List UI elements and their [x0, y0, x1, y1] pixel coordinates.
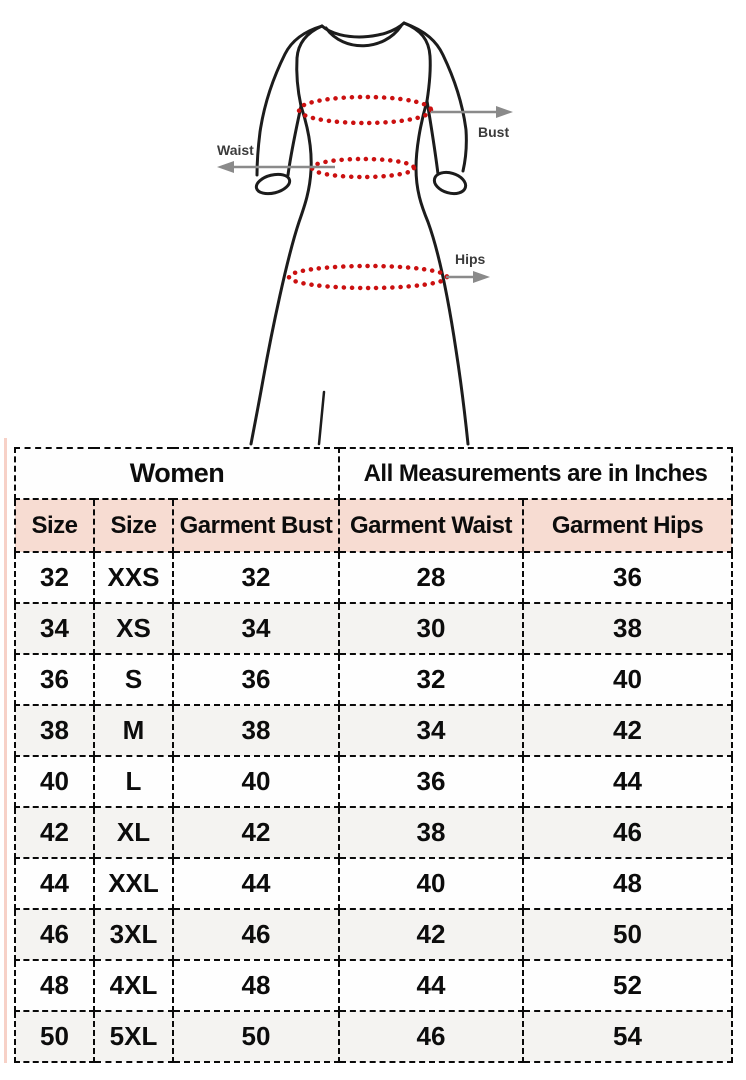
hips-arrow-head [473, 271, 490, 283]
table-cell: 38 [172, 704, 340, 757]
table-cell: 44 [172, 857, 340, 910]
table-cell: M [93, 704, 174, 757]
table-cell: XXS [93, 551, 174, 604]
column-header: Size [93, 498, 174, 553]
table-cell: 34 [172, 602, 340, 655]
table-cell: 38 [338, 806, 524, 859]
women-group-header: Women [14, 447, 340, 500]
table-cell: 28 [338, 551, 524, 604]
table-cell: 42 [338, 908, 524, 961]
size-chart-body: 32 XXS 32 28 36 34 XS 34 30 38 36 S 36 32 40 38 M 38 34 42 4… [14, 551, 733, 1063]
table-cell: 3XL [93, 908, 174, 961]
table-row: 38 M 38 34 42 [14, 704, 733, 757]
column-header: Garment Hips [522, 498, 733, 553]
table-cell: 40 [522, 653, 733, 706]
column-header-row: Size Size Garment Bust Garment Waist Garment… [14, 498, 733, 553]
table-cell: XS [93, 602, 174, 655]
measurements-note-header: All Measurements are in Inches [338, 447, 733, 500]
table-row: 40 L 40 36 44 [14, 755, 733, 808]
left-armhole-seam [295, 24, 324, 108]
table-cell: 36 [172, 653, 340, 706]
left-body-seam [249, 104, 313, 446]
table-cell: S [93, 653, 174, 706]
table-cell: 50 [172, 1010, 340, 1063]
column-header: Garment Bust [172, 498, 340, 553]
table-cell: 36 [338, 755, 524, 808]
group-header-row: Women All Measurements are in Inches [14, 447, 733, 500]
dress-outline [249, 21, 470, 446]
table-cell: 38 [14, 704, 95, 757]
table-cell: 38 [522, 602, 733, 655]
table-row: 42 XL 42 38 46 [14, 806, 733, 859]
bust-label: Bust [478, 124, 509, 140]
right-body-seam [414, 99, 470, 446]
table-cell: 4XL [93, 959, 174, 1012]
table-row: 50 5XL 50 46 54 [14, 1010, 733, 1063]
table-cell: 44 [522, 755, 733, 808]
column-header: Garment Waist [338, 498, 524, 553]
table-cell: L [93, 755, 174, 808]
table-cell: 36 [14, 653, 95, 706]
table-cell: 42 [14, 806, 95, 859]
hips-label: Hips [455, 251, 486, 267]
hips-measure-ellipse [286, 263, 450, 291]
table-cell: 48 [14, 959, 95, 1012]
table-cell: 5XL [93, 1010, 174, 1063]
table-cell: 40 [172, 755, 340, 808]
table-cell: 46 [522, 806, 733, 859]
table-cell: 32 [338, 653, 524, 706]
table-cell: 30 [338, 602, 524, 655]
table-cell: 46 [172, 908, 340, 961]
table-row: 36 S 36 32 40 [14, 653, 733, 706]
table-cell: 32 [172, 551, 340, 604]
table-cell: 52 [522, 959, 733, 1012]
table-cell: 32 [14, 551, 95, 604]
table-row: 46 3XL 46 42 50 [14, 908, 733, 961]
waist-arrow-head [217, 161, 234, 173]
measurement-arrows [217, 106, 513, 283]
left-sleeve-inner [286, 104, 303, 177]
left-sleeve-outer [255, 24, 324, 177]
right-sleeve-outer [402, 21, 468, 173]
column-header: Size [14, 498, 95, 553]
right-cuff-opening [432, 170, 468, 196]
right-sleeve-inner [425, 99, 440, 176]
table-cell: 40 [338, 857, 524, 910]
table-row: 32 XXS 32 28 36 [14, 551, 733, 604]
bust-arrow-head [496, 106, 513, 118]
table-row: 34 XS 34 30 38 [14, 602, 733, 655]
left-accent-line [4, 438, 7, 1063]
size-chart-table: Women All Measurements are in Inches Siz… [14, 447, 733, 1063]
waist-label: Waist [217, 142, 254, 158]
measurement-ellipses [286, 94, 450, 291]
garment-measurement-diagram: Bust Waist Hips [217, 21, 513, 446]
table-row: 48 4XL 48 44 52 [14, 959, 733, 1012]
left-cuff-opening [254, 172, 292, 196]
table-cell: 46 [338, 1010, 524, 1063]
table-cell: 34 [14, 602, 95, 655]
table-cell: 48 [522, 857, 733, 910]
table-cell: 42 [522, 704, 733, 757]
table-cell: 50 [14, 1010, 95, 1063]
table-cell: 44 [338, 959, 524, 1012]
table-cell: 40 [14, 755, 95, 808]
table-cell: XL [93, 806, 174, 859]
table-cell: 42 [172, 806, 340, 859]
table-cell: 46 [14, 908, 95, 961]
table-cell: 34 [338, 704, 524, 757]
table-cell: 54 [522, 1010, 733, 1063]
bust-measure-ellipse [296, 94, 434, 126]
table-row: 44 XXL 44 40 48 [14, 857, 733, 910]
table-cell: 36 [522, 551, 733, 604]
table-cell: 44 [14, 857, 95, 910]
table-cell: 50 [522, 908, 733, 961]
skirt-slit-line [317, 390, 326, 446]
table-cell: 48 [172, 959, 340, 1012]
table-cell: XXL [93, 857, 174, 910]
neckline-front [324, 24, 403, 48]
